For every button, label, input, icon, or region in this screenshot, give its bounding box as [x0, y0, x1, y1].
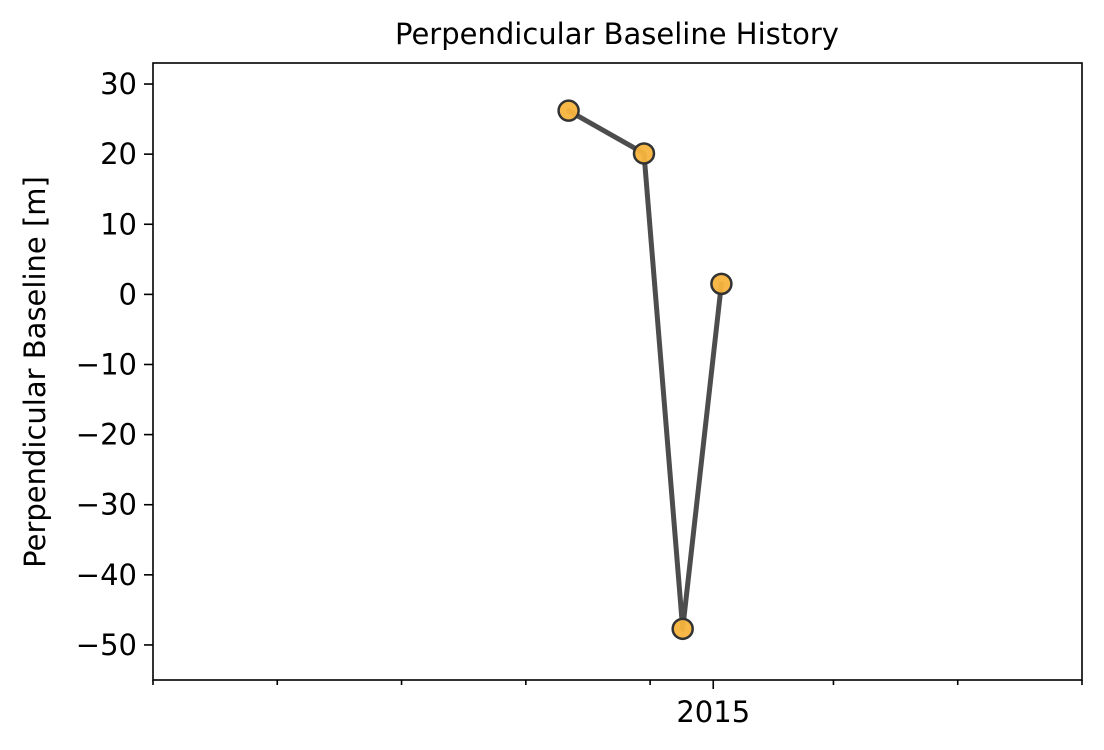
y-tick-label: 0 — [119, 277, 137, 311]
chart-title: Perpendicular Baseline History — [395, 17, 839, 51]
data-point — [557, 99, 580, 122]
data-point — [632, 142, 656, 165]
y-tick-label: −20 — [76, 418, 137, 452]
y-tick-label: −50 — [76, 628, 137, 662]
data-point — [671, 617, 694, 641]
y-tick-label: −30 — [76, 488, 137, 522]
y-tick-label: −10 — [76, 347, 137, 381]
y-axis-label: Perpendicular Baseline [m] — [18, 176, 52, 568]
data-point — [710, 272, 733, 296]
x-tick-label: 2015 — [676, 695, 750, 729]
plot-frame — [152, 62, 1083, 681]
y-tick-label: 20 — [100, 137, 137, 171]
y-tick-label: 10 — [100, 207, 137, 241]
y-tick-label: −40 — [76, 558, 137, 592]
y-tick-label: 30 — [100, 67, 137, 101]
plot-area: 30 20 10 0 −10 −20 −30 −40 −50 2015 — [76, 62, 1083, 729]
series-line — [566, 108, 724, 632]
